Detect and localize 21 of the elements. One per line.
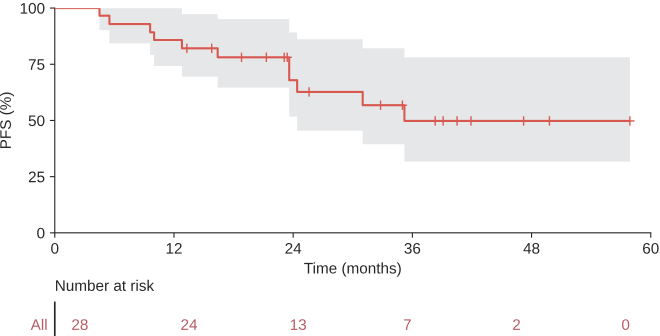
x-tick-label: 24 [285,242,302,254]
text: Number at risk [56,280,154,291]
x-tick-label: 60 [643,242,659,254]
x-tick-label: 36 [404,242,420,254]
data-label: 2 [513,319,520,330]
y-tick-label: 75 [28,59,44,70]
data-label: 0 [622,319,630,330]
y-tick-label: 0 [37,228,44,239]
data-label: 7 [404,319,411,330]
x-tick-label: 0 [51,242,58,254]
x-tick-label: 12 [166,242,182,254]
y-tick-label: 100 [20,2,44,14]
category-label: All [30,318,47,330]
data-label: 28 [72,319,88,330]
x-axis-title: Time (months) [304,262,401,277]
y-tick-label: 50 [28,115,44,126]
y-tick-label: 25 [28,172,44,182]
data-label: 13 [290,319,306,330]
y-axis-title: PFS (%) [0,92,14,148]
data-label: 24 [181,319,198,330]
x-tick-label: 48 [523,242,540,254]
